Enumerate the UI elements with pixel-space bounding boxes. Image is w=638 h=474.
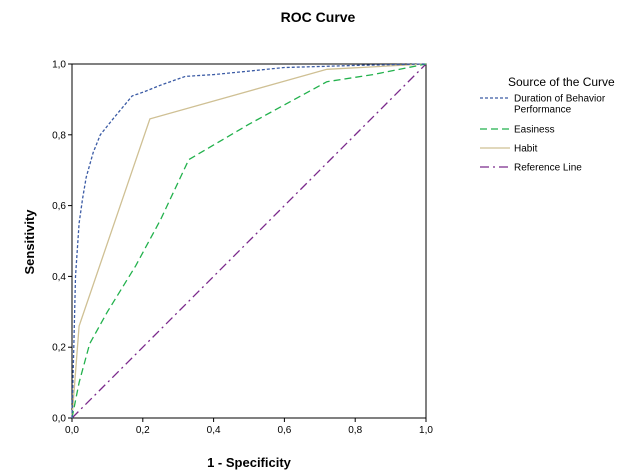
legend-label-reference-line: Reference Line — [514, 163, 582, 174]
x-tick-label: 0,8 — [348, 425, 362, 436]
y-tick-label: 1,0 — [52, 60, 66, 71]
legend-label-duration-of-behavior-performance: Performance — [514, 105, 572, 116]
series-line-duration-of-behavior-performance — [71, 63, 427, 419]
series-line-habit — [71, 63, 427, 419]
y-tick-label: 0,2 — [52, 343, 66, 354]
x-tick-label: 1,0 — [419, 425, 433, 436]
series-line-reference-line — [71, 63, 427, 419]
legend-label-habit: Habit — [514, 144, 538, 155]
x-tick-label: 0,0 — [65, 425, 79, 436]
x-tick-label: 0,2 — [136, 425, 150, 436]
legend: Source of the Curve Duration of Behavior… — [480, 75, 615, 174]
chart-title: ROC Curve — [281, 9, 356, 25]
x-tick-label: 0,4 — [207, 425, 221, 436]
y-axis-label: Sensitivity — [22, 209, 37, 275]
x-axis-label: 1 - Specificity — [207, 455, 292, 470]
legend-title: Source of the Curve — [508, 75, 615, 89]
y-tick-label: 0,6 — [52, 201, 66, 212]
plot-area: 0,0 0,2 0,4 0,6 0,8 1,0 0,0 0,2 0,4 0,6 0,8 1,0 — [52, 60, 433, 437]
x-tick-label: 0,6 — [277, 425, 291, 436]
plot-frame — [71, 63, 427, 419]
legend-label-duration-of-behavior-performance: Duration of Behavior — [514, 94, 606, 105]
y-tick-label: 0,4 — [52, 272, 66, 283]
y-tick-label: 0,8 — [52, 130, 66, 141]
legend-label-easiness: Easiness — [514, 125, 555, 136]
y-tick-label: 0,0 — [52, 414, 66, 425]
